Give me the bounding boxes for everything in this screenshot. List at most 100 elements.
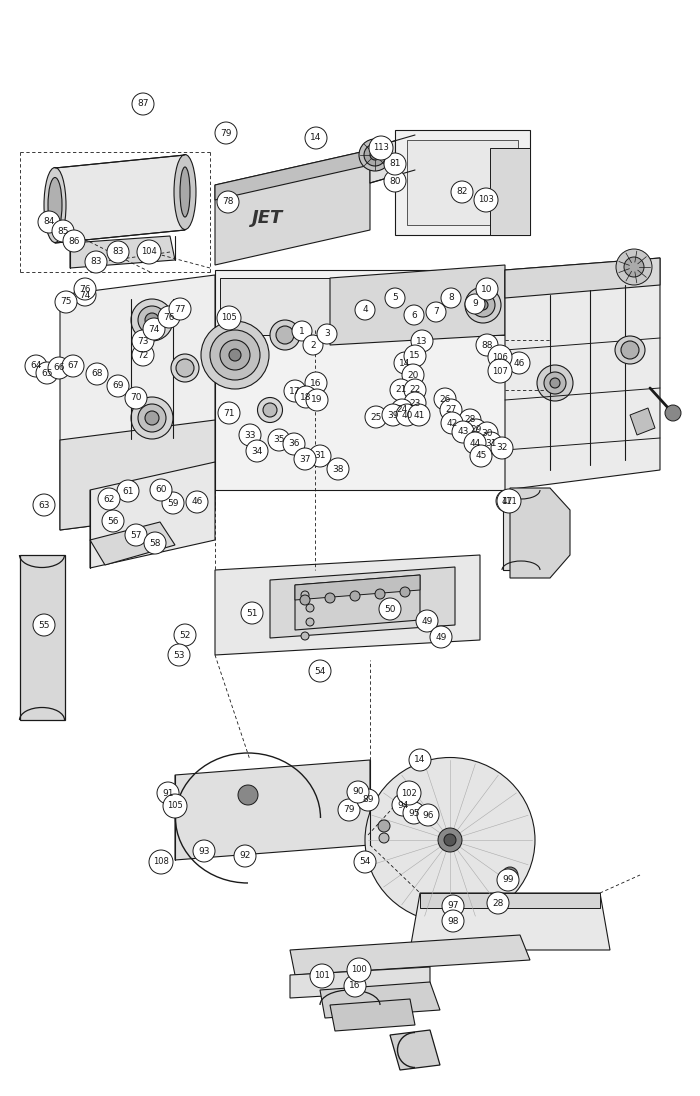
Circle shape bbox=[392, 794, 414, 817]
Circle shape bbox=[168, 644, 190, 666]
Circle shape bbox=[350, 591, 360, 601]
Text: 22: 22 bbox=[410, 386, 421, 395]
Ellipse shape bbox=[621, 341, 639, 359]
Circle shape bbox=[417, 804, 439, 826]
Text: 98: 98 bbox=[447, 916, 458, 925]
Polygon shape bbox=[70, 236, 175, 269]
Circle shape bbox=[379, 598, 401, 620]
Circle shape bbox=[496, 490, 518, 512]
Circle shape bbox=[158, 306, 180, 328]
Circle shape bbox=[193, 840, 215, 861]
Text: 56: 56 bbox=[107, 516, 119, 525]
Ellipse shape bbox=[537, 365, 573, 401]
Text: 28: 28 bbox=[492, 899, 504, 907]
Circle shape bbox=[74, 284, 96, 306]
Circle shape bbox=[441, 288, 461, 308]
Circle shape bbox=[301, 591, 309, 600]
Text: 55: 55 bbox=[38, 620, 50, 629]
Text: 107: 107 bbox=[492, 366, 508, 376]
Text: 44: 44 bbox=[470, 438, 481, 447]
Text: 104: 104 bbox=[141, 248, 157, 256]
Text: 57: 57 bbox=[130, 530, 141, 539]
Text: 105: 105 bbox=[221, 313, 237, 322]
Text: 31: 31 bbox=[314, 452, 326, 460]
Text: 66: 66 bbox=[53, 364, 64, 373]
Text: 62: 62 bbox=[104, 494, 115, 503]
Circle shape bbox=[347, 958, 371, 982]
Ellipse shape bbox=[471, 293, 495, 317]
Circle shape bbox=[438, 827, 462, 852]
Circle shape bbox=[375, 589, 385, 600]
Polygon shape bbox=[505, 258, 660, 298]
Text: 39: 39 bbox=[387, 411, 399, 420]
Text: 40: 40 bbox=[401, 411, 413, 420]
Circle shape bbox=[416, 610, 438, 632]
Circle shape bbox=[150, 479, 172, 501]
Text: 37: 37 bbox=[300, 455, 311, 464]
Text: 83: 83 bbox=[90, 258, 101, 266]
Circle shape bbox=[215, 122, 237, 144]
Text: 94: 94 bbox=[398, 800, 409, 810]
Text: 89: 89 bbox=[363, 796, 374, 804]
Circle shape bbox=[441, 412, 463, 434]
Circle shape bbox=[390, 379, 412, 401]
Text: 81: 81 bbox=[389, 160, 400, 169]
Text: 34: 34 bbox=[251, 446, 262, 456]
Circle shape bbox=[616, 249, 652, 285]
Text: 18: 18 bbox=[300, 392, 312, 401]
Text: 15: 15 bbox=[410, 352, 421, 361]
Ellipse shape bbox=[263, 403, 277, 416]
Circle shape bbox=[137, 240, 161, 264]
Circle shape bbox=[404, 392, 426, 414]
Circle shape bbox=[144, 532, 166, 553]
Circle shape bbox=[309, 445, 331, 467]
Text: 69: 69 bbox=[112, 381, 124, 390]
Circle shape bbox=[442, 895, 464, 917]
Text: 4: 4 bbox=[362, 306, 368, 315]
Circle shape bbox=[305, 127, 327, 149]
Polygon shape bbox=[175, 760, 370, 860]
Text: 7: 7 bbox=[433, 308, 439, 317]
Circle shape bbox=[624, 256, 644, 277]
Circle shape bbox=[508, 352, 530, 374]
Circle shape bbox=[476, 422, 498, 444]
Circle shape bbox=[132, 344, 154, 366]
Circle shape bbox=[476, 278, 498, 300]
Ellipse shape bbox=[465, 287, 501, 323]
Text: 103: 103 bbox=[478, 195, 494, 205]
Text: 26: 26 bbox=[440, 395, 451, 403]
Text: 68: 68 bbox=[91, 369, 103, 378]
Circle shape bbox=[480, 432, 502, 454]
Text: 70: 70 bbox=[130, 393, 141, 402]
Text: 85: 85 bbox=[57, 227, 69, 236]
Polygon shape bbox=[330, 265, 505, 345]
Circle shape bbox=[246, 439, 268, 463]
Circle shape bbox=[382, 404, 404, 426]
Circle shape bbox=[430, 626, 452, 648]
Circle shape bbox=[465, 419, 487, 441]
Text: 93: 93 bbox=[198, 846, 210, 856]
Text: 23: 23 bbox=[410, 399, 421, 408]
Text: 105: 105 bbox=[167, 801, 183, 811]
Circle shape bbox=[239, 424, 261, 446]
Text: 1: 1 bbox=[299, 327, 305, 335]
Polygon shape bbox=[395, 130, 530, 235]
Polygon shape bbox=[215, 270, 510, 490]
Text: 25: 25 bbox=[370, 412, 382, 422]
Circle shape bbox=[157, 783, 179, 804]
Text: 72: 72 bbox=[137, 351, 148, 359]
Circle shape bbox=[306, 604, 314, 612]
Circle shape bbox=[163, 794, 187, 818]
Text: 99: 99 bbox=[503, 876, 514, 884]
Text: 6: 6 bbox=[411, 310, 417, 320]
Text: 101: 101 bbox=[314, 971, 330, 981]
Circle shape bbox=[344, 975, 366, 997]
Circle shape bbox=[444, 834, 456, 846]
Circle shape bbox=[98, 488, 120, 510]
Circle shape bbox=[294, 448, 316, 470]
Circle shape bbox=[497, 489, 521, 513]
Circle shape bbox=[317, 324, 337, 344]
Circle shape bbox=[169, 298, 191, 320]
Text: 65: 65 bbox=[41, 368, 52, 377]
Ellipse shape bbox=[550, 378, 560, 388]
